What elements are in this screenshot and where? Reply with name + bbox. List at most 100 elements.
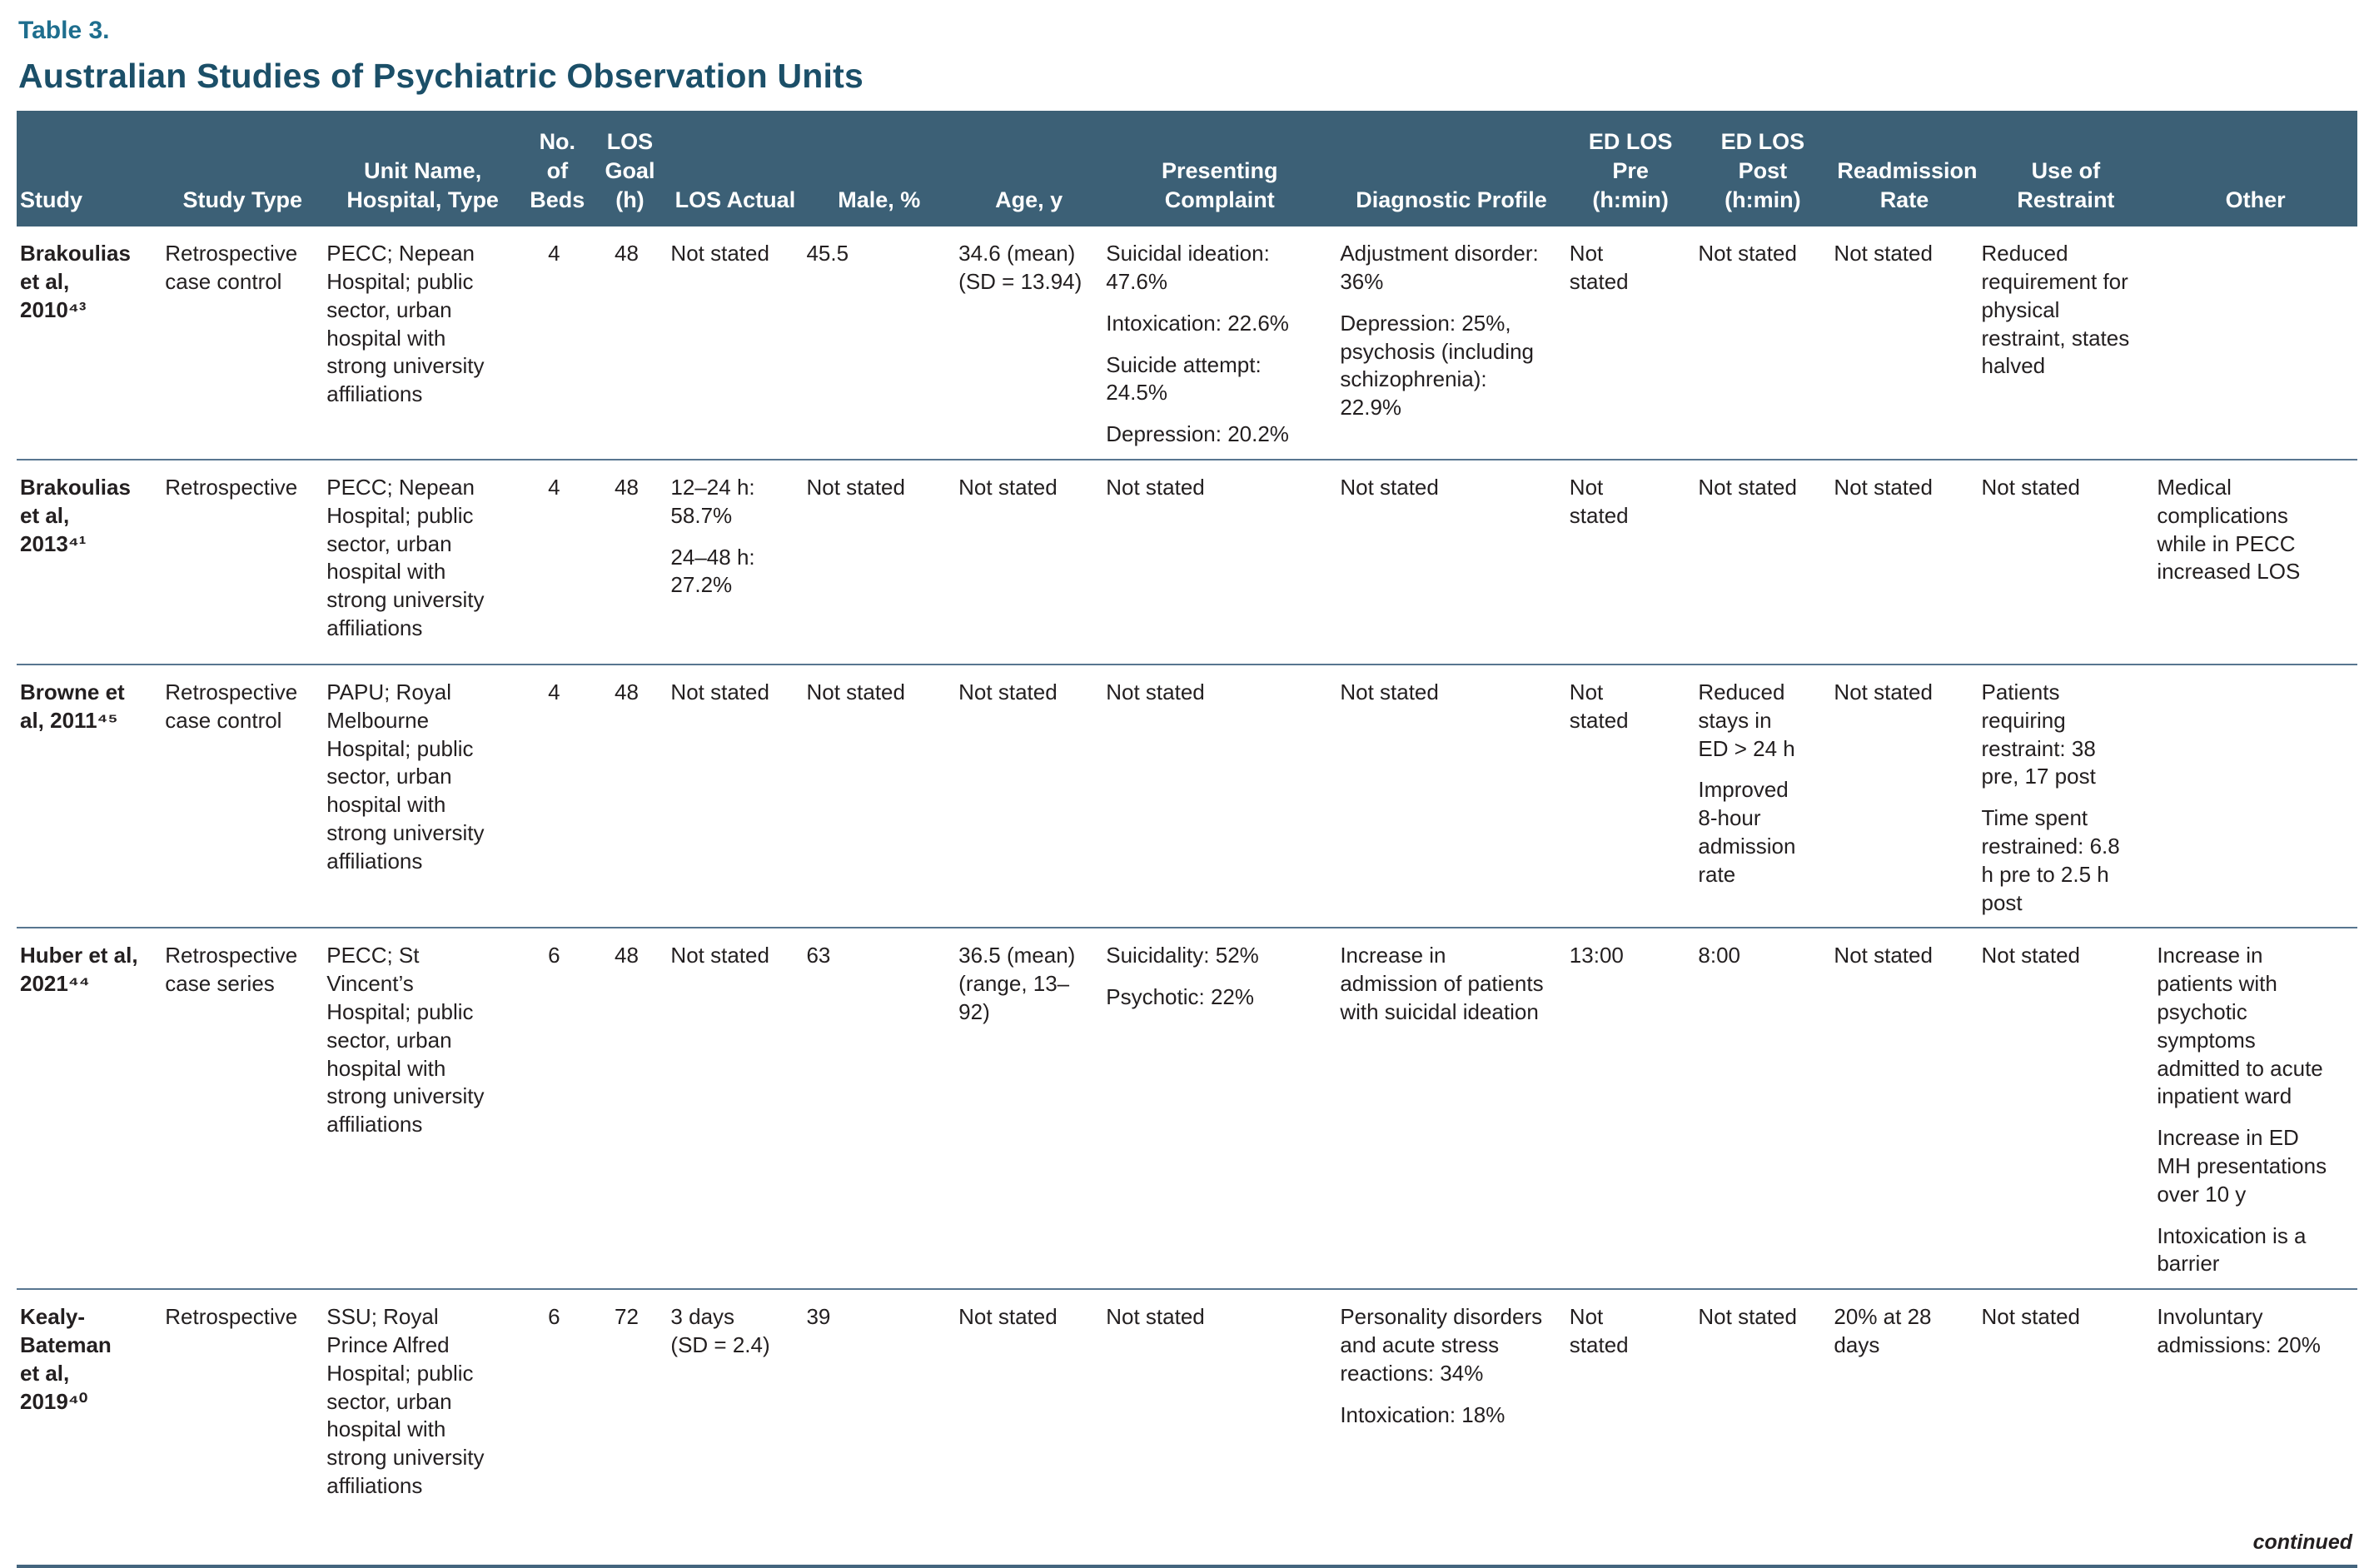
cell-los-goal: 48 bbox=[614, 679, 639, 705]
cell-unit-name: SSU; Royal Prince Alfred Hospital; publi… bbox=[326, 1304, 485, 1498]
table-row-kealy-bateman-2019: Kealy- Bateman et al, 2019⁴⁰ Retrospective … bbox=[17, 1289, 2357, 1511]
cell-diagnostic-profile: Adjustment disorder: 36% Depression: 25%,… bbox=[1340, 241, 1539, 421]
cell-unit-name: PAPU; Royal Melbourne Hospital; public s… bbox=[326, 679, 485, 874]
column-header-los-goal: LOS Goal (h) bbox=[592, 111, 668, 227]
cell-study-type: Retrospective case series bbox=[165, 943, 298, 997]
cell-los-goal: 48 bbox=[614, 475, 639, 500]
cell-study-type: Retrospective bbox=[165, 1304, 298, 1330]
cell-los-actual: Not stated bbox=[670, 679, 769, 705]
table-row-brakoulias-2010: Brakoulias et al, 2010⁴³ Retrospective cas… bbox=[17, 226, 2357, 460]
cell-male-pct: Not stated bbox=[806, 475, 905, 500]
column-header-no-of-beds: No. of Beds bbox=[522, 111, 593, 227]
table-body: Brakoulias et al, 2010⁴³ Retrospective cas… bbox=[17, 226, 2357, 1511]
continued-note: continued bbox=[2252, 1530, 2352, 1554]
cell-age: Not stated bbox=[958, 475, 1058, 500]
cell-male-pct: 63 bbox=[806, 943, 831, 968]
cell-readmission-rate: Not stated bbox=[1834, 943, 1933, 968]
table-row-browne-2011: Browne et al, 2011⁴⁵ Retrospective case c… bbox=[17, 665, 2357, 928]
cell-ed-los-post: Reduced stays in ED > 24 h Improved 8-hou… bbox=[1698, 679, 1796, 887]
cell-study-type: Retrospective case control bbox=[165, 679, 298, 733]
column-header-ed-los-pre: ED LOS Pre (h:min) bbox=[1565, 111, 1695, 227]
cell-study: Huber et al, 2021⁴⁴ bbox=[20, 943, 138, 997]
column-header-ed-los-post: ED LOS Post (h:min) bbox=[1695, 111, 1831, 227]
cell-ed-los-post: Not stated bbox=[1698, 475, 1797, 500]
cell-study-type: Retrospective case control bbox=[165, 241, 298, 295]
cell-use-of-restraint: Not stated bbox=[1981, 1304, 2081, 1330]
cell-los-actual: Not stated bbox=[670, 241, 769, 266]
column-header-male-pct: Male, % bbox=[803, 111, 956, 227]
cell-use-of-restraint: Not stated bbox=[1981, 943, 2081, 968]
cell-ed-los-pre: Not stated bbox=[1569, 1304, 1629, 1357]
cell-no-of-beds: 6 bbox=[548, 943, 560, 968]
cell-ed-los-post: 8:00 bbox=[1698, 943, 1740, 968]
column-header-other: Other bbox=[2153, 111, 2357, 227]
cell-no-of-beds: 6 bbox=[548, 1304, 560, 1330]
column-header-diagnostic-profile: Diagnostic Profile bbox=[1336, 111, 1566, 227]
cell-male-pct: 45.5 bbox=[806, 241, 849, 266]
cell-los-actual: 3 days (SD = 2.4) bbox=[670, 1304, 770, 1357]
cell-diagnostic-profile: Not stated bbox=[1340, 679, 1439, 705]
cell-presenting-complaint: Suicidality: 52% Psychotic: 22% bbox=[1106, 943, 1259, 1010]
cell-readmission-rate: Not stated bbox=[1834, 241, 1933, 266]
cell-presenting-complaint: Not stated bbox=[1106, 1304, 1205, 1330]
cell-study-type: Retrospective bbox=[165, 475, 298, 500]
cell-other: Involuntary admissions: 20% bbox=[2157, 1304, 2321, 1357]
column-header-study: Study bbox=[17, 111, 162, 227]
table-header: Study Study Type Unit Name, Hospital, Typ… bbox=[17, 111, 2357, 227]
column-header-study-type: Study Type bbox=[162, 111, 324, 227]
column-header-unit-name: Unit Name, Hospital, Type bbox=[323, 111, 523, 227]
cell-readmission-rate: 20% at 28 days bbox=[1834, 1304, 1932, 1357]
cell-study: Browne et al, 2011⁴⁵ bbox=[20, 679, 125, 733]
cell-presenting-complaint: Not stated bbox=[1106, 679, 1205, 705]
cell-ed-los-post: Not stated bbox=[1698, 1304, 1797, 1330]
column-header-age: Age, y bbox=[955, 111, 1103, 227]
cell-other bbox=[2153, 226, 2357, 460]
cell-male-pct: 39 bbox=[806, 1304, 831, 1330]
table-label: Table 3. bbox=[18, 17, 110, 44]
cell-age: Not stated bbox=[958, 679, 1058, 705]
cell-age: 34.6 (mean) (SD = 13.94) bbox=[958, 241, 1082, 295]
cell-use-of-restraint: Reduced requirement for physical restrai… bbox=[1981, 241, 2130, 379]
cell-age: 36.5 (mean) (range, 13–92) bbox=[958, 943, 1076, 1025]
cell-other bbox=[2153, 665, 2357, 928]
cell-study: Brakoulias et al, 2013⁴¹ bbox=[20, 475, 131, 556]
cell-age: Not stated bbox=[958, 1304, 1058, 1330]
cell-other: Medical complications while in PECC incr… bbox=[2157, 475, 2301, 585]
bottom-rule-divider bbox=[17, 1564, 2357, 1568]
cell-ed-los-pre: Not stated bbox=[1569, 475, 1629, 528]
cell-use-of-restraint: Patients requiring restraint: 38 pre, 17… bbox=[1981, 679, 2120, 915]
page-title: Australian Studies of Psychiatric Observ… bbox=[18, 57, 863, 95]
cell-los-goal: 48 bbox=[614, 943, 639, 968]
cell-ed-los-pre: 13:00 bbox=[1569, 943, 1624, 968]
cell-ed-los-pre: Not stated bbox=[1569, 241, 1629, 295]
cell-use-of-restraint: Not stated bbox=[1981, 475, 2081, 500]
cell-study: Brakoulias et al, 2010⁴³ bbox=[20, 241, 131, 322]
cell-unit-name: PECC; St Vincent’s Hospital; public sect… bbox=[326, 943, 485, 1137]
cell-no-of-beds: 4 bbox=[548, 679, 560, 705]
cell-diagnostic-profile: Not stated bbox=[1340, 475, 1439, 500]
cell-los-goal: 48 bbox=[614, 241, 639, 266]
cell-los-actual: Not stated bbox=[670, 943, 769, 968]
column-header-los-actual: LOS Actual bbox=[667, 111, 804, 227]
studies-table: Study Study Type Unit Name, Hospital, Typ… bbox=[17, 111, 2357, 1511]
table-row-huber-2021: Huber et al, 2021⁴⁴ Retrospective case se… bbox=[17, 928, 2357, 1290]
cell-no-of-beds: 4 bbox=[548, 475, 560, 500]
cell-los-goal: 72 bbox=[614, 1304, 639, 1330]
cell-no-of-beds: 4 bbox=[548, 241, 560, 266]
header-row: Study Study Type Unit Name, Hospital, Typ… bbox=[17, 111, 2357, 227]
cell-other: Increase in patients with psychotic symp… bbox=[2157, 943, 2327, 1277]
cell-diagnostic-profile: Personality disorders and acute stress r… bbox=[1340, 1304, 1543, 1427]
cell-readmission-rate: Not stated bbox=[1834, 679, 1933, 705]
cell-presenting-complaint: Suicidal ideation: 47.6% Intoxication: 22… bbox=[1106, 241, 1289, 447]
cell-readmission-rate: Not stated bbox=[1834, 475, 1933, 500]
cell-presenting-complaint: Not stated bbox=[1106, 475, 1205, 500]
cell-unit-name: PECC; Nepean Hospital; public sector, ur… bbox=[326, 241, 485, 407]
cell-male-pct: Not stated bbox=[806, 679, 905, 705]
column-header-readmission-rate: Readmission Rate bbox=[1830, 111, 1978, 227]
cell-ed-los-pre: Not stated bbox=[1569, 679, 1629, 733]
cell-diagnostic-profile: Increase in admission of patients with s… bbox=[1340, 943, 1544, 1025]
cell-study: Kealy- Bateman et al, 2019⁴⁰ bbox=[20, 1304, 112, 1414]
column-header-presenting-complaint: Presenting Complaint bbox=[1102, 111, 1337, 227]
cell-los-actual: 12–24 h: 58.7% 24–48 h: 27.2% bbox=[670, 475, 755, 598]
